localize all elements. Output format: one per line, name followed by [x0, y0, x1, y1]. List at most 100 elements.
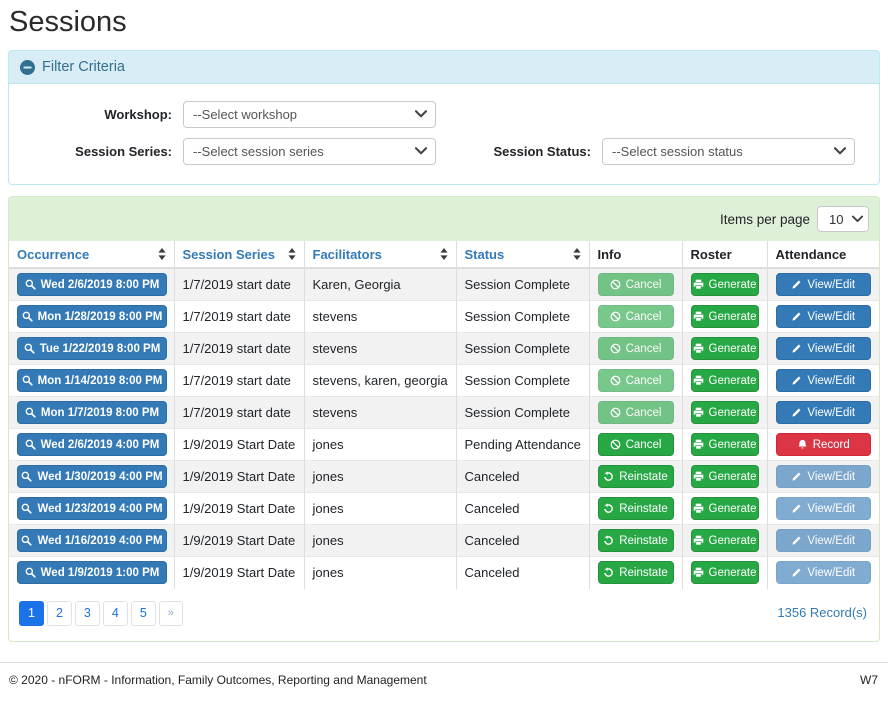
occurrence-button[interactable]: Mon 1/7/2019 8:00 PM	[17, 401, 167, 424]
page-button-5[interactable]: 5	[130, 600, 156, 626]
session-status-select[interactable]: --Select session status	[602, 138, 855, 165]
occurrence-button[interactable]: Mon 1/14/2019 8:00 PM	[17, 369, 167, 392]
printer-icon	[693, 471, 704, 482]
table-row: Tue 1/22/2019 8:00 PM 1/7/2019 start dat…	[9, 332, 879, 365]
session-series-cell: 1/9/2019 Start Date	[173, 492, 304, 525]
generate-button[interactable]: Generate	[690, 273, 759, 296]
column-header-session-series[interactable]: Session Series	[173, 241, 304, 269]
table-row: Mon 1/28/2019 8:00 PM 1/7/2019 start dat…	[9, 300, 879, 333]
column-header-status[interactable]: Status	[455, 241, 589, 269]
view-edit-button[interactable]: View/Edit	[775, 273, 871, 296]
page-button-2[interactable]: 2	[46, 600, 72, 626]
filter-criteria-panel: Filter Criteria Workshop: --Select works…	[8, 50, 880, 185]
cancel-button: Cancel	[597, 305, 674, 328]
session-series-cell: 1/7/2019 start date	[173, 364, 304, 397]
cancel-button: Cancel	[597, 401, 674, 424]
cancel-button: Cancel	[597, 273, 674, 296]
page-button-4[interactable]: 4	[102, 600, 128, 626]
cancel-button[interactable]: Cancel	[597, 433, 674, 456]
printer-icon	[693, 567, 704, 578]
collapse-minus-icon[interactable]	[20, 59, 35, 75]
view-edit-button[interactable]: View/Edit	[775, 401, 871, 424]
roster-cell: Generate	[681, 492, 767, 525]
search-icon	[25, 567, 36, 578]
items-per-page-select[interactable]: 10	[817, 206, 869, 232]
page-button-3[interactable]: 3	[74, 600, 100, 626]
sort-icon[interactable]	[572, 248, 581, 260]
reinstate-button[interactable]: Reinstate	[597, 529, 674, 552]
status-cell: Canceled	[455, 556, 589, 589]
roster-cell: Generate	[681, 428, 767, 461]
attendance-cell: View/Edit	[766, 524, 879, 557]
occurrence-button[interactable]: Wed 2/6/2019 8:00 PM	[17, 273, 167, 296]
view-edit-button[interactable]: View/Edit	[775, 305, 871, 328]
roster-cell: Generate	[681, 396, 767, 429]
generate-button[interactable]: Generate	[690, 497, 759, 520]
reinstate-button[interactable]: Reinstate	[597, 465, 674, 488]
workshop-label: Workshop:	[104, 107, 172, 122]
view-edit-button: View/Edit	[775, 497, 871, 520]
ban-icon	[610, 279, 621, 290]
view-edit-button[interactable]: View/Edit	[775, 369, 871, 392]
sort-icon[interactable]	[157, 248, 166, 260]
occurrence-cell: Tue 1/22/2019 8:00 PM	[9, 332, 174, 365]
reinstate-button[interactable]: Reinstate	[597, 497, 674, 520]
attendance-cell: View/Edit	[766, 556, 879, 589]
facilitators-cell: stevens	[303, 300, 456, 333]
occurrence-button[interactable]: Mon 1/28/2019 8:00 PM	[17, 305, 167, 328]
sessions-table: Occurrence Session Series Facilitators S…	[9, 241, 879, 589]
generate-button[interactable]: Generate	[690, 305, 759, 328]
session-series-cell: 1/7/2019 start date	[173, 267, 304, 301]
generate-button[interactable]: Generate	[690, 337, 759, 360]
footer: © 2020 - nFORM - Information, Family Out…	[0, 661, 888, 687]
session-series-cell: 1/9/2019 Start Date	[173, 524, 304, 557]
info-cell: Cancel	[588, 364, 682, 397]
footer-copyright: © 2020 - nFORM - Information, Family Out…	[9, 672, 427, 687]
reinstate-button[interactable]: Reinstate	[597, 561, 674, 585]
filter-criteria-title: Filter Criteria	[42, 59, 125, 75]
filter-criteria-header[interactable]: Filter Criteria	[9, 51, 879, 84]
workshop-select[interactable]: --Select workshop	[183, 101, 436, 128]
ban-icon	[610, 311, 621, 322]
occurrence-button[interactable]: Wed 2/6/2019 4:00 PM	[17, 433, 167, 456]
occurrence-cell: Wed 1/30/2019 4:00 PM	[9, 460, 174, 493]
undo-icon	[603, 471, 614, 482]
search-icon	[21, 503, 33, 514]
column-header-occurrence[interactable]: Occurrence	[9, 241, 174, 269]
record-button[interactable]: Record	[775, 433, 871, 456]
ban-icon	[610, 407, 621, 418]
attendance-cell: View/Edit	[766, 332, 879, 365]
sort-icon[interactable]	[439, 248, 448, 260]
next-page-button[interactable]: »	[158, 600, 183, 626]
column-header-roster: Roster	[681, 241, 767, 269]
attendance-cell: View/Edit	[766, 364, 879, 397]
generate-button[interactable]: Generate	[690, 561, 759, 585]
occurrence-button[interactable]: Tue 1/22/2019 8:00 PM	[17, 337, 167, 360]
table-toolbar: Items per page 10	[9, 197, 879, 241]
pencil-icon	[791, 311, 802, 322]
view-edit-button[interactable]: View/Edit	[775, 337, 871, 360]
attendance-cell: View/Edit	[766, 396, 879, 429]
sort-icon[interactable]	[287, 248, 296, 260]
generate-button[interactable]: Generate	[690, 401, 759, 424]
session-series-cell: 1/7/2019 start date	[173, 396, 304, 429]
occurrence-button[interactable]: Wed 1/30/2019 4:00 PM	[17, 465, 167, 488]
info-cell: Cancel	[588, 428, 682, 461]
occurrence-button[interactable]: Wed 1/9/2019 1:00 PM	[17, 561, 167, 585]
occurrence-cell: Mon 1/28/2019 8:00 PM	[9, 300, 174, 333]
generate-button[interactable]: Generate	[690, 529, 759, 552]
items-per-page-label: Items per page	[719, 211, 810, 227]
occurrence-button[interactable]: Wed 1/23/2019 4:00 PM	[17, 497, 167, 520]
generate-button[interactable]: Generate	[690, 433, 759, 456]
info-cell: Cancel	[588, 267, 682, 301]
pencil-icon	[791, 375, 802, 386]
facilitators-cell: stevens	[303, 332, 456, 365]
session-series-select[interactable]: --Select session series	[183, 138, 436, 165]
table-row: Wed 1/9/2019 1:00 PM 1/9/2019 Start Date…	[9, 556, 879, 589]
page-button-1[interactable]: 1	[19, 600, 44, 626]
column-header-facilitators[interactable]: Facilitators	[303, 241, 456, 269]
table-row: Wed 2/6/2019 8:00 PM 1/7/2019 start date…	[9, 267, 879, 301]
occurrence-button[interactable]: Wed 1/16/2019 4:00 PM	[17, 529, 167, 552]
generate-button[interactable]: Generate	[690, 369, 759, 392]
generate-button[interactable]: Generate	[690, 465, 759, 488]
